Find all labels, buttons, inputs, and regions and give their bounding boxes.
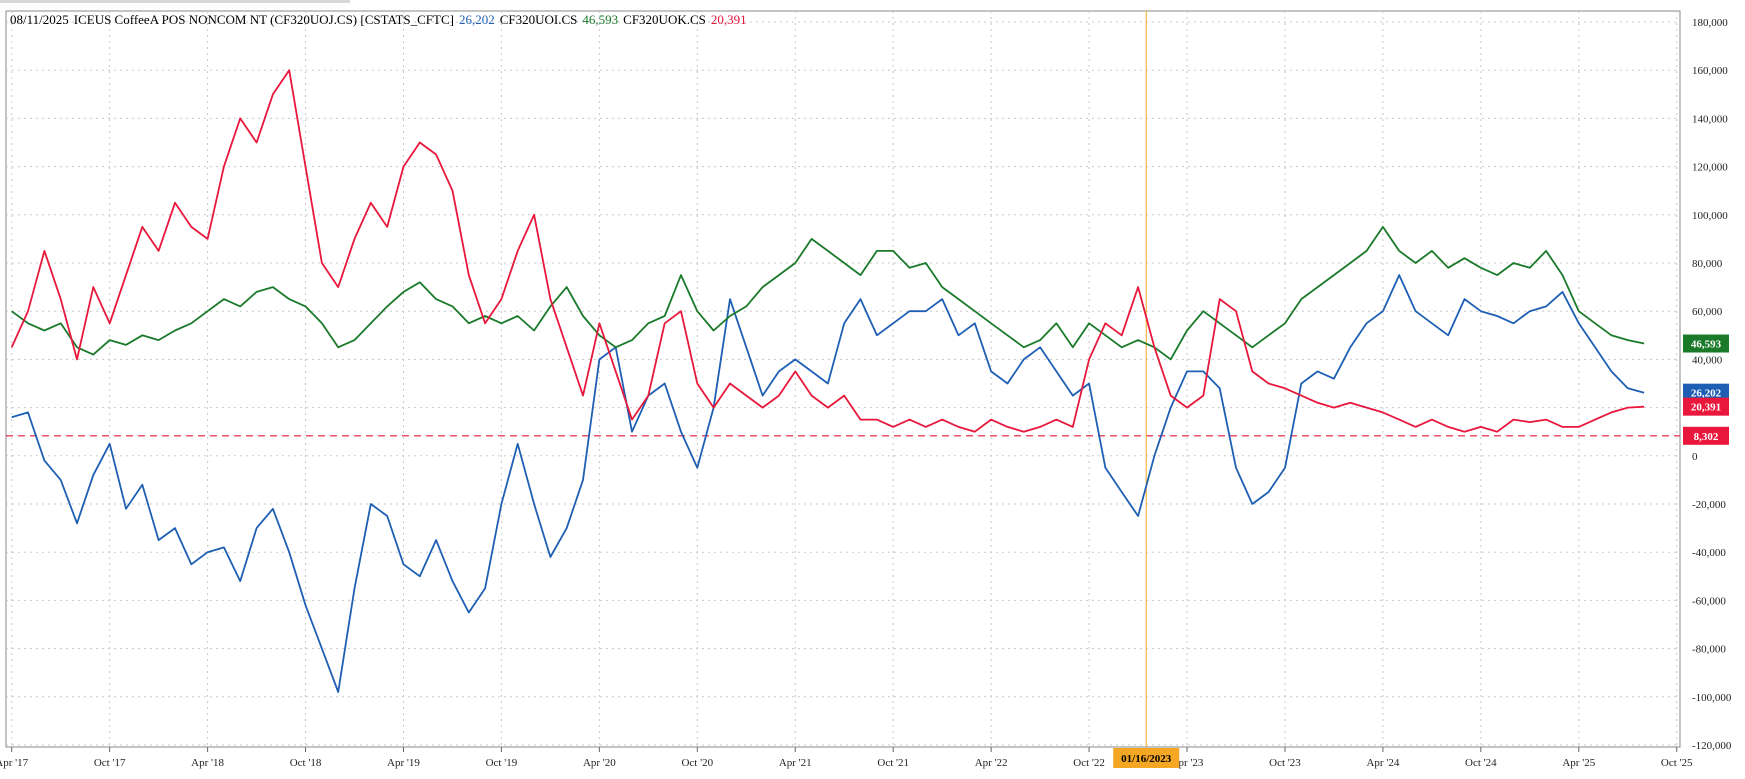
series-line-cf320uoj-cs [11,274,1645,693]
y-tick-label: -60,000 [1692,595,1726,607]
value-badge-label: 46,593 [1691,339,1722,351]
header-title: ICEUS CoffeeA POS NONCOM NT (CF320UOJ.CS… [73,12,454,27]
header-value-uoi: 46,593 [582,12,619,27]
y-tick-label: -20,000 [1692,499,1726,511]
series-lines [10,69,1645,693]
x-tick-label: Apr '20 [583,757,616,769]
y-tick-label: -120,000 [1692,740,1732,752]
y-tick-label: -100,000 [1692,692,1732,704]
x-tick-label: Apr '25 [1562,757,1595,769]
y-tick-label: 140,000 [1692,113,1728,125]
crosshair-date-label: 01/16/2023 [1113,748,1180,768]
y-tick-label: 100,000 [1692,210,1728,222]
y-axis: 180,000 160,000 140,000 120,000 100,000 80,00… [1692,17,1732,752]
header-value-uok: 20,391 [710,12,747,27]
y-tick-label: 160,000 [1692,65,1728,77]
y-tick-label: 180,000 [1692,17,1728,29]
header-label-uok: CF320UOK.CS [623,12,706,27]
x-tick-label: Oct '20 [681,757,713,769]
top-strip [0,0,350,3]
value-badge [1683,397,1729,416]
x-tick-label: Apr '19 [387,757,420,769]
x-tick-label: Apr '18 [191,757,224,769]
value-badge [1683,383,1729,402]
y-tick-label: 0 [1692,451,1698,463]
x-tick-label: Apr '22 [975,757,1008,769]
x-tick-label: Oct '18 [290,757,322,769]
x-tick-label: Oct '17 [94,757,126,769]
series-line-cf320uok-cs [10,69,1645,433]
x-tick-label: Apr '21 [779,757,812,769]
series-line-cf320uoi-cs [11,225,1645,361]
grid-lines [6,11,1680,747]
last-value-badges: 26,202 46,593 20,391 8,302 [1683,334,1729,445]
y-tick-label: 60,000 [1692,306,1723,318]
x-tick-label: Oct '25 [1661,757,1693,769]
header-value-uoj: 26,202 [458,12,495,27]
y-tick-label: 40,000 [1692,354,1723,366]
y-tick-label: -80,000 [1692,644,1726,656]
x-tick-label: Oct '21 [877,757,909,769]
y-tick-label: 120,000 [1692,162,1728,174]
y-tick-label: 80,000 [1692,258,1723,270]
header-date: 08/11/2025 [10,12,69,27]
x-tick-label: Oct '19 [486,757,518,769]
x-tick-label: Apr '17 [0,757,29,769]
crosshair-date-badge [1113,748,1180,768]
x-tick-label: Oct '24 [1465,757,1497,769]
chart-header: 08/11/2025 ICEUS CoffeeA POS NONCOM NT (C… [10,12,752,28]
value-badge [1683,426,1729,445]
value-badge [1683,334,1729,353]
x-tick-label: Apr '24 [1366,757,1399,769]
y-tick-label: -40,000 [1692,547,1726,559]
crosshair-date-text: 01/16/2023 [1121,753,1172,765]
value-badge-label: 20,391 [1691,402,1721,414]
value-badge-label: 8,302 [1694,431,1719,443]
value-badge-label: 26,202 [1691,388,1722,400]
plot-border [5,10,1681,748]
x-tick-label: Oct '23 [1269,757,1301,769]
x-tick-label: Oct '22 [1073,757,1105,769]
header-label-uoi: CF320UOI.CS [499,12,578,27]
